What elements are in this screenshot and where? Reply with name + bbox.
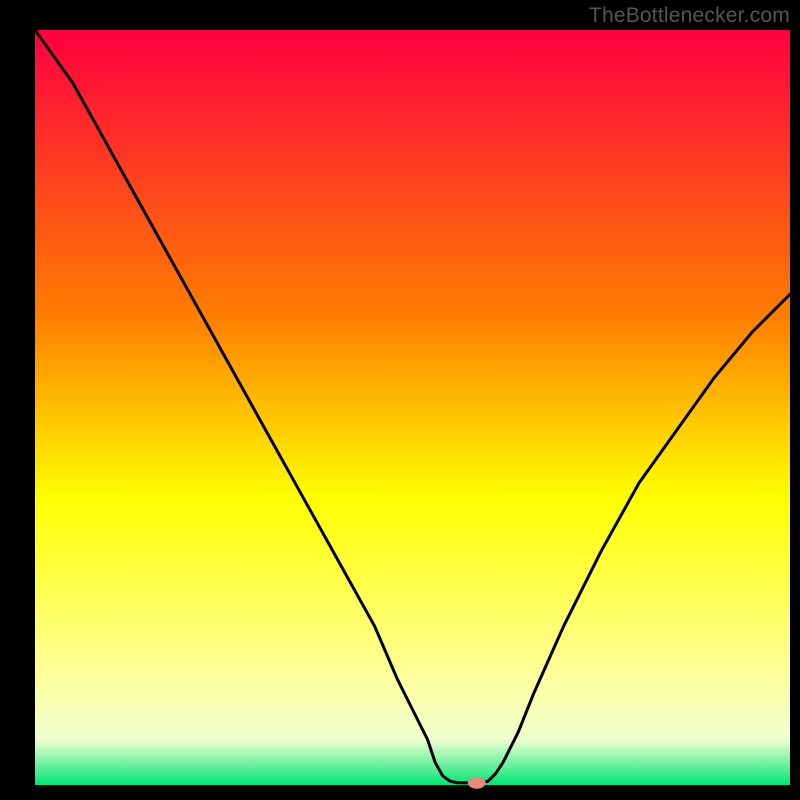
chart-container: TheBottlenecker.com: [0, 0, 800, 800]
plot-area: [35, 30, 790, 785]
watermark-text: TheBottlenecker.com: [589, 4, 790, 28]
optimal-point-marker: [468, 777, 486, 789]
bottleneck-chart: [0, 0, 800, 800]
